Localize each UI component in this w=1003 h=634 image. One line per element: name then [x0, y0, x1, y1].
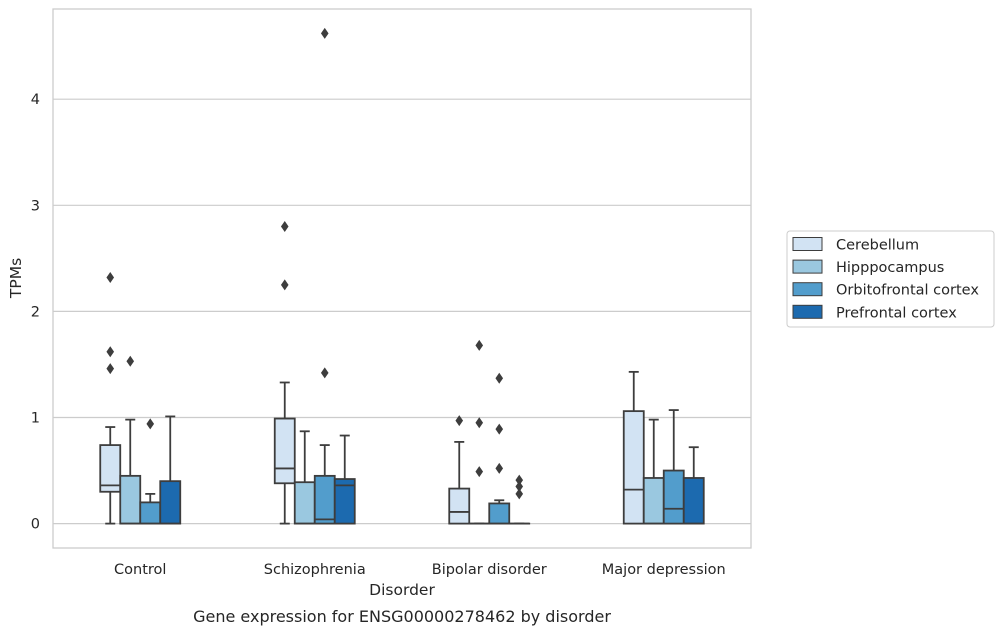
y-axis-title: TPMs: [7, 258, 25, 299]
box-iqr: [313, 474, 336, 525]
box-iqr: [682, 477, 705, 525]
outlier-point: [320, 27, 329, 39]
legend-label: Orbitofrontal cortex: [836, 283, 979, 299]
box-iqr: [642, 477, 665, 525]
box-plot: [508, 474, 531, 525]
box-plot: [662, 409, 685, 525]
legend-swatch: [792, 282, 823, 297]
box-plot: [488, 372, 511, 525]
box-iqr: [488, 502, 511, 525]
x-tick-label: Major depression: [602, 562, 726, 578]
outlier-point: [515, 488, 524, 500]
y-tick-label: 4: [31, 92, 40, 108]
gridlines: [53, 98, 751, 525]
box-plot: [119, 355, 142, 525]
box-plot: [293, 430, 316, 525]
plot-frame: [52, 8, 752, 549]
boxes: [99, 27, 705, 525]
outlier-point: [280, 279, 289, 291]
y-tick-label: 2: [31, 304, 40, 320]
outlier-point: [280, 221, 289, 233]
box-iqr: [333, 478, 356, 525]
legend-swatch: [792, 237, 823, 251]
box-plot: [642, 418, 665, 525]
outlier-point: [475, 339, 484, 351]
box-iqr: [293, 481, 316, 525]
y-tick-labels: 0 1 2 3 4: [31, 92, 40, 532]
legend-label: Cerebellum: [836, 238, 919, 254]
box-plot: [99, 271, 122, 525]
box-iqr: [448, 487, 471, 525]
box-iqr: [622, 410, 645, 525]
outlier-point: [515, 474, 524, 486]
y-tick-label: 3: [31, 198, 40, 214]
box-plot: [139, 418, 162, 525]
outlier-point: [495, 423, 504, 435]
legend: Cerebellum Hipppocampus Orbitofrontal cort…: [786, 230, 995, 328]
box-plot: [159, 415, 182, 525]
outlier-point: [475, 417, 484, 429]
x-tick-label: Control: [114, 562, 166, 578]
box-plot: [682, 446, 705, 525]
legend-label: Hipppocampus: [836, 260, 944, 276]
box-plot: [448, 415, 471, 525]
legend-frame: [786, 230, 995, 328]
outlier-point: [495, 462, 504, 474]
box-iqr: [119, 474, 142, 525]
outlier-point: [320, 367, 329, 379]
outlier-point: [106, 271, 115, 283]
chart-caption: Gene expression for ENSG00000278462 by d…: [193, 607, 611, 626]
legend-swatch: [792, 304, 823, 319]
outlier-point: [515, 480, 524, 492]
y-tick-label: 0: [31, 517, 40, 533]
box-plot: [313, 27, 336, 525]
box-iqr: [662, 469, 685, 525]
box-iqr: [99, 444, 122, 493]
legend-swatch: [792, 259, 823, 274]
outlier-point: [455, 415, 464, 427]
outlier-point: [146, 418, 155, 430]
x-tick-label: Bipolar disorder: [432, 562, 547, 578]
x-tick-labels: Control Schizophrenia Bipolar disorder Majo…: [114, 562, 726, 578]
box-plot: [333, 434, 356, 525]
outlier-point: [126, 355, 135, 367]
box-iqr: [273, 417, 296, 485]
legend-label: Prefrontal cortex: [836, 305, 957, 321]
box-plot: [468, 339, 491, 525]
outlier-point: [475, 466, 484, 478]
outlier-point: [495, 372, 504, 384]
box-iqr: [139, 501, 162, 525]
box-plot: [622, 370, 645, 525]
x-axis-title: Disorder: [369, 581, 435, 599]
box-iqr: [159, 480, 182, 525]
x-tick-label: Schizophrenia: [264, 562, 366, 578]
outlier-point: [106, 363, 115, 375]
outlier-point: [106, 346, 115, 358]
y-tick-label: 1: [31, 410, 40, 426]
box-plot: [273, 221, 296, 525]
